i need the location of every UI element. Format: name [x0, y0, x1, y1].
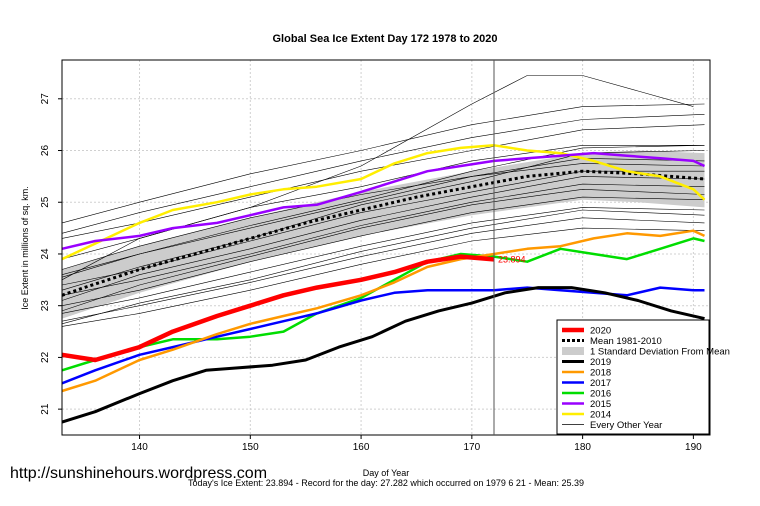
other-year-line: [61, 103, 705, 224]
mean-line-path: [61, 169, 705, 297]
legend-label-2016: 2016: [590, 389, 611, 400]
legend-label-other: Every Other Year: [590, 420, 662, 431]
other-year-line: [61, 217, 705, 322]
legend-label-2019: 2019: [590, 357, 611, 368]
y-axis-ticks: 21 22 23 24 25 26 27: [40, 93, 62, 415]
legend-label-2018: 2018: [590, 368, 611, 379]
other-year-line: [61, 209, 705, 325]
x-tick-label: 140: [131, 442, 148, 453]
legend-label-2014: 2014: [590, 410, 611, 421]
legend-label-mean: Mean 1981-2010: [590, 336, 662, 347]
series-line-2020: [61, 254, 495, 363]
series-line-2015: [61, 151, 706, 251]
watermark-url: http://sunshinehours.wordpress.com: [10, 465, 267, 482]
std-deviation-band: [62, 150, 705, 319]
y-tick-label: 22: [40, 351, 51, 363]
chart-title: Global Sea Ice Extent Day 172 1978 to 20…: [272, 33, 497, 45]
other-year-line: [61, 114, 705, 234]
std-band-area: [62, 150, 705, 319]
other-year-line: [61, 196, 705, 306]
y-tick-label: 26: [40, 145, 51, 157]
legend-label-2020: 2020: [590, 326, 611, 337]
series-line-2017: [61, 286, 705, 385]
x-tick-label: 190: [685, 442, 702, 453]
other-year-line: [61, 183, 705, 296]
other-year-line: [61, 227, 705, 327]
y-tick-label: 27: [40, 93, 51, 105]
legend-label-2017: 2017: [590, 378, 611, 389]
footer-stats: Today's Ice Extent: 23.894 - Record for …: [188, 478, 584, 488]
y-tick-label: 23: [40, 300, 51, 312]
plot-frame: [61, 59, 711, 436]
current-value-label: 23.894: [498, 254, 526, 264]
other-year-line: [61, 176, 705, 301]
other-year-line: [61, 145, 705, 278]
mean-line: [61, 169, 705, 297]
series-line-2016: [61, 237, 705, 372]
x-tick-label: 180: [574, 442, 591, 453]
x-axis-ticks: 140 150 160 170 180 190: [131, 435, 702, 453]
legend-label-2015: 2015: [590, 399, 611, 410]
series-line-2014: [61, 144, 706, 261]
x-tick-label: 160: [353, 442, 370, 453]
highlight-series: [61, 144, 706, 424]
other-year-line: [61, 207, 705, 314]
y-axis-label: Ice Extent in millions of sq. km.: [20, 186, 30, 310]
x-axis-label: Day of Year: [363, 468, 410, 478]
y-tick-label: 25: [40, 196, 51, 208]
series-line-2018: [61, 229, 706, 393]
x-tick-label: 170: [464, 442, 481, 453]
other-year-line: [61, 145, 705, 260]
y-tick-label: 21: [40, 403, 51, 415]
x-tick-label: 150: [242, 442, 259, 453]
y-tick-label: 24: [40, 248, 51, 260]
other-year-line: [61, 188, 705, 312]
legend-label-band: 1 Standard Deviation From Mean: [590, 347, 730, 358]
other-year-line: [61, 163, 705, 270]
legend-swatch-band: [562, 347, 584, 355]
series-line-2019: [61, 286, 705, 424]
